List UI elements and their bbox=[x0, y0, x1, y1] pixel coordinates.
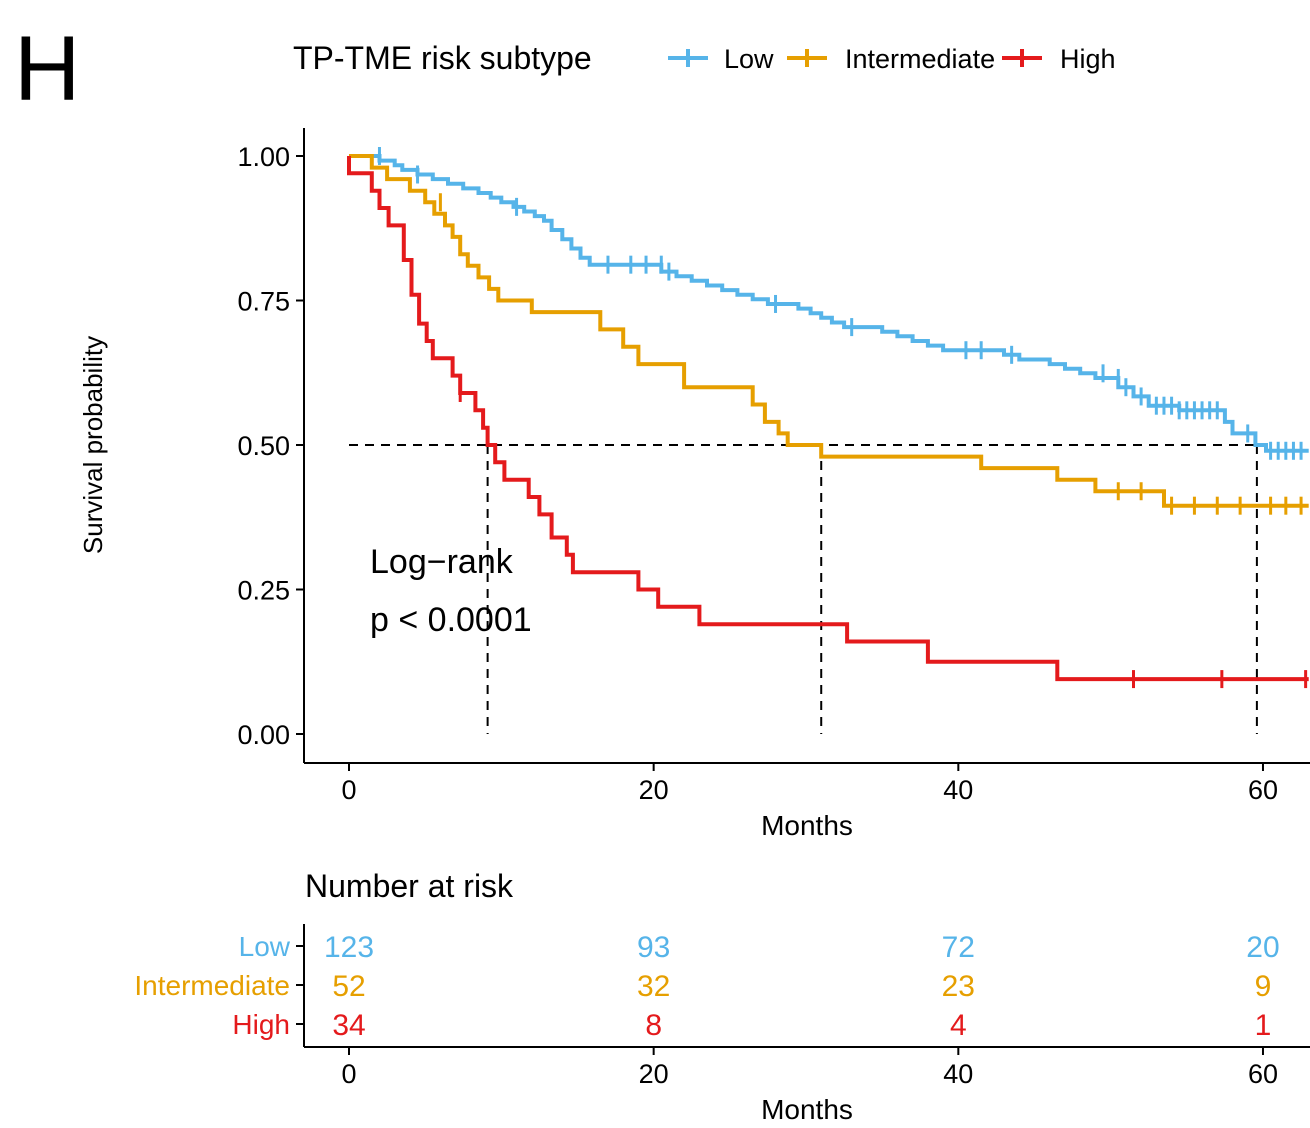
risk-x-axis-title: Months bbox=[761, 1094, 853, 1125]
x-tick-label: 60 bbox=[1248, 775, 1278, 805]
y-tick-label: 1.00 bbox=[237, 142, 290, 172]
y-ticks: 0.00 0.25 0.50 0.75 1.00 bbox=[237, 142, 304, 750]
x-tick-label: 20 bbox=[639, 775, 669, 805]
risk-count-low: 72 bbox=[942, 931, 975, 964]
legend-entry-low: Low bbox=[668, 44, 774, 74]
risk-count-low: 123 bbox=[324, 931, 374, 964]
risk-count-intermediate: 52 bbox=[332, 970, 365, 1003]
panel-label: H bbox=[14, 18, 80, 120]
legend-entry-high: High bbox=[1002, 44, 1116, 74]
legend-label-low: Low bbox=[724, 44, 774, 74]
legend: TP-TME risk subtype Low Intermediate Hig… bbox=[293, 40, 1116, 76]
risk-count-low: 93 bbox=[637, 931, 670, 964]
risk-count-high: 34 bbox=[332, 1009, 365, 1042]
curve-high bbox=[347, 156, 1309, 682]
risk-row-label-high: High bbox=[232, 1009, 290, 1040]
legend-label-intermediate: Intermediate bbox=[845, 44, 995, 74]
x-tick-label: 40 bbox=[943, 775, 973, 805]
risk-row-label-low: Low bbox=[239, 931, 291, 962]
y-axis-title: Survival probability bbox=[78, 336, 108, 554]
risk-count-high: 1 bbox=[1255, 1009, 1272, 1042]
risk-count-high: 8 bbox=[645, 1009, 662, 1042]
log-rank-label: Log−rank bbox=[370, 543, 514, 581]
curve-low bbox=[349, 154, 1309, 453]
y-tick-label: 0.75 bbox=[237, 287, 290, 317]
x-ticks: 0 20 40 60 bbox=[341, 763, 1278, 805]
risk-x-ticks: 0 20 40 60 bbox=[341, 1047, 1278, 1089]
risk-x-tick-label: 0 bbox=[341, 1059, 356, 1089]
legend-label-high: High bbox=[1060, 44, 1116, 74]
survival-curves bbox=[347, 147, 1309, 689]
y-tick-label: 0.00 bbox=[237, 720, 290, 750]
risk-count-low: 20 bbox=[1246, 931, 1279, 964]
risk-x-tick-label: 40 bbox=[943, 1059, 973, 1089]
risk-count-intermediate: 9 bbox=[1255, 970, 1272, 1003]
curve-intermediate bbox=[349, 154, 1309, 508]
risk-row-label-intermediate: Intermediate bbox=[134, 970, 290, 1001]
y-tick-label: 0.25 bbox=[237, 576, 290, 606]
legend-title: TP-TME risk subtype bbox=[293, 40, 592, 76]
risk-count-intermediate: 23 bbox=[942, 970, 975, 1003]
risk-count-high: 4 bbox=[950, 1009, 967, 1042]
x-tick-label: 0 bbox=[341, 775, 356, 805]
risk-x-tick-label: 60 bbox=[1248, 1059, 1278, 1089]
risk-rows: Low 123 93 72 20 Intermediate 52 32 23 9 High 34 8 4 1 bbox=[134, 931, 1279, 1042]
x-axis-title: Months bbox=[761, 810, 853, 841]
risk-count-intermediate: 32 bbox=[637, 970, 670, 1003]
median-reference-lines bbox=[349, 444, 1258, 734]
legend-entry-intermediate: Intermediate bbox=[787, 44, 995, 74]
y-tick-label: 0.50 bbox=[237, 431, 290, 461]
risk-x-tick-label: 20 bbox=[639, 1059, 669, 1089]
survival-plot: 0.00 0.25 0.50 0.75 1.00 0 20 40 60 Months Surv… bbox=[78, 128, 1310, 841]
p-value-label: p < 0.0001 bbox=[370, 601, 532, 639]
risk-table-title: Number at risk bbox=[305, 868, 514, 904]
